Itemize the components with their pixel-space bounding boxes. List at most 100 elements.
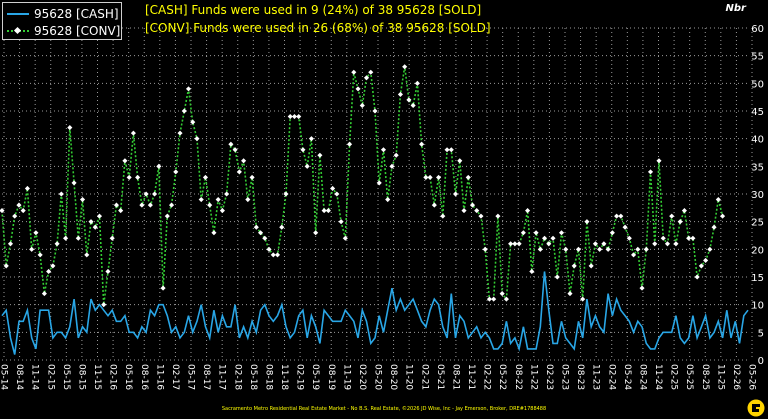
series-point-conv — [393, 152, 399, 158]
x-tick-label: 08-17 — [201, 364, 211, 390]
x-tick-label: 11-23 — [591, 364, 601, 390]
x-tick-label: 11-21 — [466, 364, 476, 390]
series-point-conv — [503, 296, 509, 302]
series-point-conv — [686, 235, 692, 241]
series-point-conv — [681, 208, 687, 214]
series-point-conv — [419, 141, 425, 147]
series-point-conv — [508, 241, 514, 247]
y-tick-label: 60 — [751, 24, 764, 35]
series-point-conv — [190, 119, 196, 125]
x-tick-label: 05-21 — [435, 364, 445, 390]
series-point-conv — [75, 235, 81, 241]
series-point-conv — [84, 252, 90, 258]
footer-credit: Sacramento Metro Residential Real Estate… — [221, 406, 547, 412]
series-point-conv — [236, 169, 242, 175]
series-point-conv — [317, 152, 323, 158]
series-point-conv — [461, 208, 467, 214]
series-point-conv — [202, 174, 209, 180]
x-tick-label: 05-25 — [684, 364, 694, 390]
y-tick-label: 5 — [758, 328, 764, 339]
legend-swatch-cash — [7, 13, 29, 15]
series-point-conv — [372, 108, 378, 114]
series-point-conv — [546, 241, 552, 247]
x-tick-label: 02-24 — [606, 364, 616, 390]
series-point-conv — [296, 113, 302, 120]
x-tick-label: 05-24 — [622, 364, 632, 390]
series-point-conv — [402, 64, 408, 70]
x-tick-label: 02-22 — [482, 364, 492, 390]
x-tick-label: 08-21 — [450, 364, 460, 390]
x-tick-label: 11-17 — [217, 364, 227, 390]
series-point-conv — [359, 102, 365, 109]
series — [0, 64, 749, 355]
series-point-conv — [46, 268, 52, 275]
series-point-conv — [592, 241, 598, 247]
series-point-conv — [67, 125, 73, 131]
series-point-conv — [338, 219, 344, 225]
legend-label-cash: 95628 [CASH] — [34, 7, 119, 21]
series-point-conv — [385, 196, 391, 203]
series-point-conv — [71, 180, 77, 186]
x-tick-label: 11-24 — [653, 364, 663, 390]
series-point-conv — [211, 230, 217, 236]
series-point-conv — [7, 241, 14, 247]
x-tick-label: 02-21 — [419, 364, 429, 390]
series-point-conv — [525, 208, 531, 214]
x-tick-label: 11-22 — [528, 364, 538, 390]
series-line-cash — [1, 271, 749, 355]
series-point-conv — [143, 191, 149, 197]
series-point-conv — [580, 296, 586, 302]
series-line-conv — [1, 66, 724, 305]
legend: 95628 [CASH] 95628 [CONV] — [2, 2, 122, 40]
x-tick-label: 05-20 — [373, 364, 383, 390]
series-point-conv — [105, 268, 111, 275]
series-point-conv — [164, 213, 170, 219]
series-point-conv — [279, 224, 285, 230]
series-point-conv — [54, 241, 60, 247]
series-point-conv — [440, 213, 446, 219]
series-point-conv — [334, 191, 340, 197]
series-point-conv — [330, 185, 336, 192]
y-tick-label: 35 — [751, 162, 764, 173]
x-tick-label: 11-20 — [404, 364, 414, 390]
series-point-conv — [414, 80, 420, 86]
series-point-conv — [635, 246, 641, 252]
series-point-conv — [436, 174, 442, 180]
series-point-conv — [491, 296, 497, 302]
x-tick-label: 08-25 — [700, 364, 710, 390]
series-point-conv — [639, 285, 645, 291]
series-point-conv — [609, 230, 615, 236]
series-point-conv — [368, 69, 374, 75]
series-point-conv — [694, 274, 700, 280]
x-tick-label: 08-18 — [263, 364, 273, 390]
series-point-conv — [605, 246, 611, 252]
series-point-conv — [652, 241, 658, 247]
series-point-conv — [720, 213, 726, 219]
grid — [2, 27, 753, 361]
series-point-conv — [126, 174, 132, 180]
series-point-conv — [664, 241, 671, 247]
series-point-conv — [397, 91, 403, 97]
series-point-conv — [173, 169, 179, 175]
series-point-conv — [313, 230, 319, 236]
annotation-conv: [CONV] Funds were used in 26 (68%) of 38… — [145, 21, 491, 35]
series-point-conv — [703, 257, 709, 263]
series-point-conv — [181, 108, 187, 114]
x-tick-label: 05-15 — [61, 364, 71, 390]
series-point-conv — [423, 174, 429, 180]
series-point-conv — [232, 147, 238, 153]
x-tick-label: 08-22 — [513, 364, 523, 390]
x-tick-label: 08-20 — [388, 364, 398, 390]
y-tick-label: 10 — [751, 301, 764, 312]
series-point-conv — [567, 291, 573, 297]
series-point-conv — [563, 246, 569, 252]
series-point-conv — [486, 296, 492, 302]
series-point-conv — [185, 86, 192, 92]
x-tick-label: 05-19 — [310, 364, 320, 390]
x-tick-label: 05-14 — [0, 364, 9, 390]
series-point-conv — [478, 213, 484, 219]
x-tick-label: 02-20 — [357, 364, 367, 390]
series-point-conv — [647, 169, 654, 175]
x-tick-label: 11-19 — [341, 364, 351, 390]
